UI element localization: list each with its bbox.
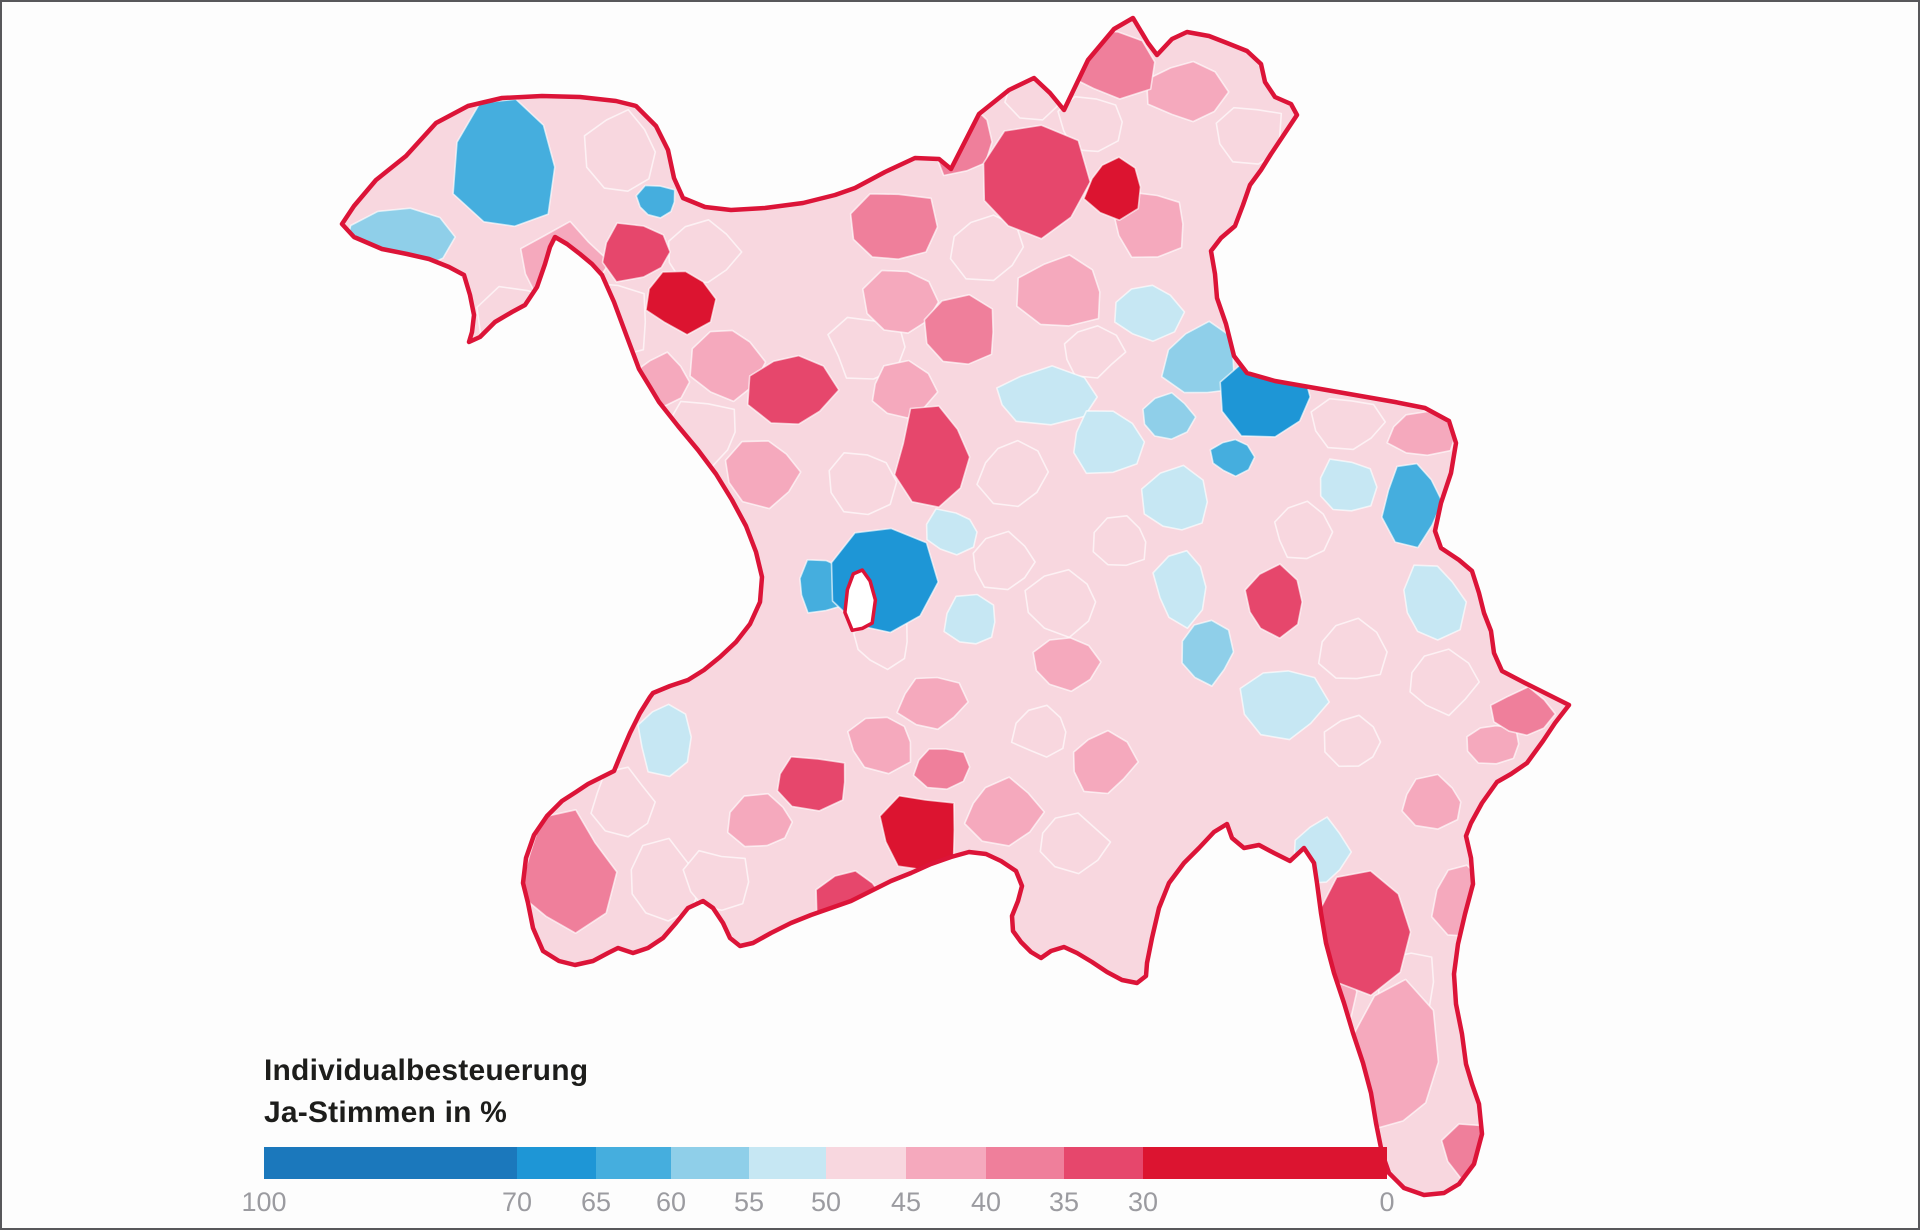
municipality-region[interactable]	[645, 270, 717, 336]
municipality-region[interactable]	[682, 849, 750, 912]
legend-tick-label: 0	[1379, 1187, 1395, 1217]
municipality-region[interactable]	[1072, 729, 1139, 795]
municipality-region[interactable]	[1016, 254, 1101, 327]
municipality-region[interactable]	[1293, 339, 1346, 379]
municipality-region[interactable]	[1010, 704, 1067, 758]
legend-tick-label: 70	[501, 1187, 533, 1217]
municipality-region[interactable]	[1063, 324, 1127, 379]
municipality-region[interactable]	[943, 593, 996, 645]
municipality-region[interactable]	[963, 776, 1046, 847]
municipality-region[interactable]	[1114, 284, 1186, 343]
legend-color-segment	[986, 1147, 1064, 1179]
legend-tick-label: 50	[810, 1187, 842, 1217]
municipality-region[interactable]	[1073, 410, 1146, 475]
municipality-region[interactable]	[1239, 670, 1330, 741]
municipality-region[interactable]	[976, 439, 1050, 508]
municipality-region[interactable]	[896, 676, 969, 731]
municipality-region[interactable]	[452, 98, 556, 228]
municipality-region[interactable]	[1209, 438, 1256, 478]
legend-tick-label: 65	[580, 1187, 612, 1217]
legend-tick-labels: 100 70 65 60 55 50 45 40 35 30 0	[241, 1187, 1394, 1223]
municipality-region[interactable]	[637, 703, 693, 778]
legend-color-segment	[1143, 1147, 1387, 1179]
municipality-region[interactable]	[726, 792, 794, 848]
legend-color-segment	[906, 1147, 986, 1179]
municipality-region[interactable]	[1409, 648, 1480, 717]
map-legend: Individualbesteuerung Ja-Stimmen in % 10…	[241, 1050, 1464, 1223]
municipality-region[interactable]	[746, 354, 840, 426]
legend-title-line2: Ja-Stimmen in %	[264, 1096, 508, 1129]
municipality-region[interactable]	[846, 716, 912, 775]
municipality-region[interactable]	[1142, 391, 1197, 441]
legend-color-segment	[264, 1147, 517, 1179]
municipality-region[interactable]	[689, 329, 767, 403]
municipality-region[interactable]	[1489, 685, 1557, 737]
canton-border	[339, 15, 1572, 1198]
municipality-region[interactable]	[1024, 568, 1097, 639]
legend-color-scale	[264, 1147, 1387, 1179]
legend-tick-label: 100	[241, 1187, 287, 1217]
legend-color-segment	[517, 1147, 596, 1179]
municipality-region[interactable]	[972, 530, 1036, 591]
municipality-region[interactable]	[849, 193, 939, 261]
legend-tick-label: 30	[1127, 1187, 1159, 1217]
municipality-region[interactable]	[635, 184, 676, 219]
municipality-region[interactable]	[1310, 397, 1387, 451]
municipality-region[interactable]	[861, 269, 940, 334]
municipality-region[interactable]	[1403, 564, 1468, 641]
municipality-region[interactable]	[1140, 464, 1209, 531]
legend-color-segment	[1064, 1147, 1143, 1179]
municipality-region[interactable]	[601, 222, 672, 283]
municipality-region[interactable]	[1152, 549, 1207, 630]
municipality-region[interactable]	[982, 124, 1092, 240]
municipality-region[interactable]	[1057, 95, 1123, 153]
municipality-region[interactable]	[1244, 563, 1303, 640]
municipality-region[interactable]	[995, 365, 1098, 426]
legend-color-segment	[596, 1147, 671, 1179]
municipality-region[interactable]	[1323, 714, 1382, 768]
legend-color-segment	[671, 1147, 749, 1179]
legend-tick-label: 40	[970, 1187, 1002, 1217]
municipality-region[interactable]	[912, 748, 971, 791]
municipality-region[interactable]	[724, 440, 802, 510]
municipality-region[interactable]	[590, 766, 657, 838]
municipality-region[interactable]	[1401, 773, 1462, 830]
municipality-region[interactable]	[1381, 462, 1444, 549]
legend-tick-label: 60	[655, 1187, 687, 1217]
legend-title-line1: Individualbesteuerung	[264, 1054, 589, 1087]
municipality-region[interactable]	[776, 755, 846, 812]
municipality-region[interactable]	[1039, 812, 1112, 875]
municipality-region[interactable]	[893, 405, 971, 509]
enclave-outside-canton	[843, 568, 878, 633]
municipality-region[interactable]	[1319, 458, 1378, 512]
municipality-region[interactable]	[476, 285, 570, 356]
municipality-region[interactable]	[1083, 156, 1142, 221]
municipality-region[interactable]	[1273, 500, 1334, 560]
legend-color-segment	[749, 1147, 826, 1179]
legend-tick-label: 45	[890, 1187, 922, 1217]
legend-color-segment	[826, 1147, 906, 1179]
municipality-region[interactable]	[925, 508, 978, 556]
municipality-region[interactable]	[1317, 617, 1388, 680]
municipality-region[interactable]	[828, 451, 898, 516]
legend-tick-label: 55	[733, 1187, 765, 1217]
municipality-region[interactable]	[923, 293, 994, 366]
municipality-region[interactable]	[1092, 514, 1147, 567]
legend-tick-label: 35	[1048, 1187, 1080, 1217]
municipality-region[interactable]	[1181, 619, 1235, 687]
municipality-region[interactable]	[1145, 60, 1230, 123]
municipality-region[interactable]	[583, 108, 657, 192]
municipality-region[interactable]	[1032, 636, 1102, 693]
